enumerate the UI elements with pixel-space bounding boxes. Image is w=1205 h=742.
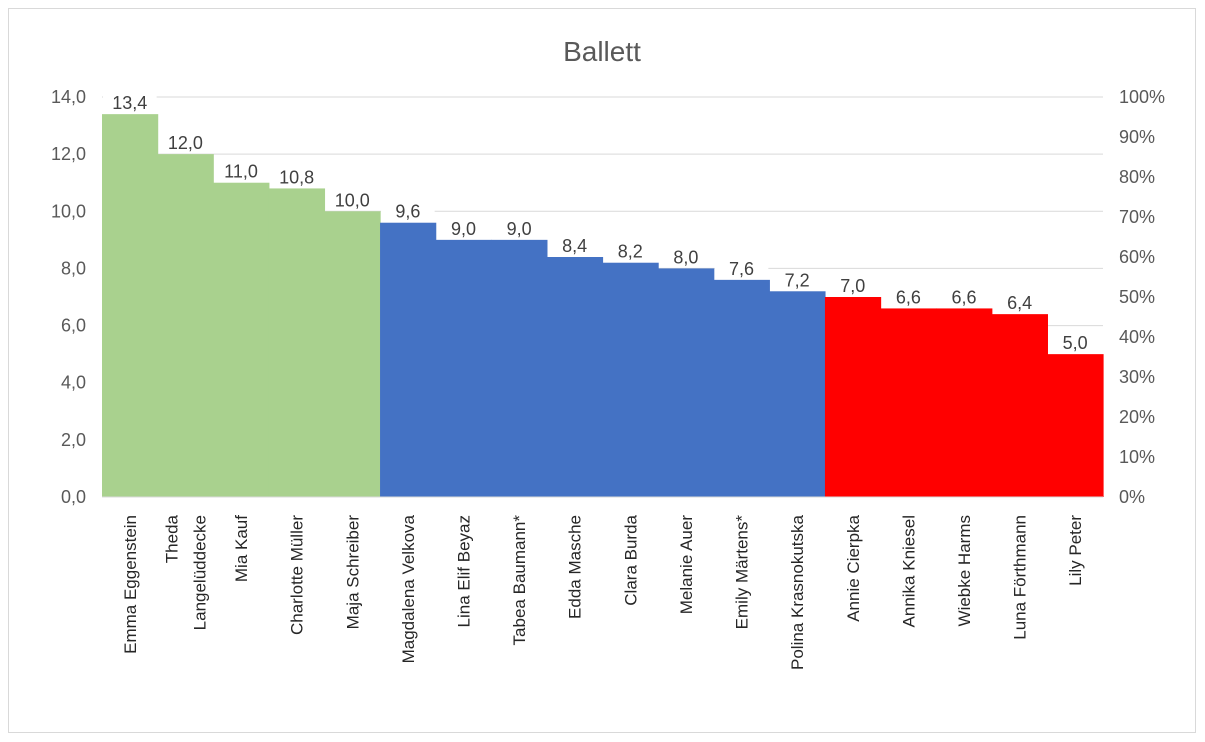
data-labels: 13,4 12,0 11,0 10,8 10,0 9,6 9,0 9,0 8,4 8,2 8,0 7,… (103, 92, 1102, 354)
bars (102, 114, 1104, 498)
data-label: 6,6 (896, 287, 921, 307)
data-label: 9,0 (507, 219, 532, 239)
bar (769, 291, 826, 497)
data-label-bg (603, 240, 658, 262)
x-tick-label: Annie Cierpka (844, 514, 863, 621)
x-tick-label: Annika Kniesel (899, 515, 918, 627)
y-tick-label: 0,0 (61, 487, 86, 507)
bar (546, 257, 604, 497)
data-label-bg (436, 217, 491, 239)
x-tick-label: Charlotte Müller (288, 515, 307, 635)
data-label: 7,0 (840, 276, 865, 296)
bar (936, 308, 993, 497)
x-tick-label: Tabea Baumann* (510, 515, 529, 646)
y2-tick-label: 90% (1119, 127, 1155, 147)
bar (213, 182, 270, 497)
bar (1047, 354, 1104, 497)
x-tick-label: Clara Burda (621, 514, 640, 605)
data-label-bg (103, 92, 157, 114)
x-tick-label: Lily Peter (1066, 515, 1085, 586)
x-tick-label: Luna Förthmann (1011, 515, 1030, 640)
data-label-bg (881, 286, 936, 308)
bar (157, 154, 214, 497)
x-tick-label: Wiebke Harms (955, 515, 974, 626)
y2-tick-label: 10% (1119, 447, 1155, 467)
data-label-bg (825, 275, 880, 296)
data-label: 8,0 (673, 247, 698, 267)
data-label: 7,2 (785, 270, 810, 290)
bar (824, 297, 882, 497)
y-tick-label: 8,0 (61, 258, 86, 278)
data-label-bg (547, 235, 602, 256)
data-label: 6,6 (951, 287, 976, 307)
bar (102, 114, 159, 498)
data-label-bg (381, 200, 435, 222)
y2-tick-label: 0% (1119, 487, 1145, 507)
y2-tick-label: 20% (1119, 407, 1155, 427)
bar (324, 211, 381, 498)
y2-tick-label: 40% (1119, 327, 1155, 347)
bar (880, 308, 937, 497)
y2-tick-label: 30% (1119, 367, 1155, 387)
data-label: 9,6 (395, 202, 420, 222)
bar (713, 279, 770, 497)
data-label: 7,6 (729, 259, 754, 279)
x-tick-label: Emily Märtens* (733, 515, 752, 630)
x-tick-label: Theda (162, 514, 181, 563)
bar (268, 188, 326, 497)
bar (435, 239, 492, 497)
bar (380, 222, 437, 497)
y2-tick-label: 50% (1119, 287, 1155, 307)
y-axis-right: 0% 10% 20% 30% 40% 50% 60% 70% 80% 90% 100% (1119, 87, 1165, 507)
x-tick-label: Langelüddecke (190, 515, 209, 630)
data-label-bg (714, 257, 769, 279)
data-label: 8,4 (562, 236, 587, 256)
y2-tick-label: 80% (1119, 167, 1155, 187)
data-label-bg (214, 160, 268, 182)
data-label: 6,4 (1007, 293, 1032, 313)
data-label: 8,2 (618, 242, 643, 262)
y-tick-label: 6,0 (61, 316, 86, 336)
x-tick-label: Mia Kauf (232, 515, 251, 582)
y2-tick-label: 70% (1119, 207, 1155, 227)
data-label-bg (770, 269, 824, 291)
data-label: 10,0 (335, 190, 370, 210)
data-label-bg (492, 217, 546, 239)
y-tick-label: 2,0 (61, 430, 86, 450)
data-label: 10,8 (279, 167, 314, 187)
data-label-bg (325, 189, 380, 211)
y-tick-label: 14,0 (51, 87, 86, 107)
bar (658, 268, 715, 497)
y-tick-label: 10,0 (51, 201, 86, 221)
data-label: 11,0 (224, 162, 258, 182)
chart-title: Ballett (563, 36, 641, 67)
data-label-bg (1048, 332, 1102, 354)
x-tick-label: Lina Elif Beyaz (454, 515, 473, 627)
x-tick-label: Emma Eggenstein (121, 515, 140, 654)
y-tick-label: 12,0 (51, 144, 86, 164)
data-label-bg (937, 286, 991, 308)
data-label: 9,0 (451, 219, 476, 239)
x-tick-label: Edda Masche (566, 515, 585, 619)
x-tick-label: Polina Krasnokutska (788, 514, 807, 670)
x-tick-label: Maja Schreiber (343, 515, 362, 630)
y2-tick-label: 100% (1119, 87, 1165, 107)
x-tick-label: Melanie Auer (677, 515, 696, 615)
data-label: 13,4 (112, 93, 147, 113)
data-label-bg (269, 166, 324, 188)
x-tick-label: Magdalena Velkova (399, 514, 418, 663)
y-axis-left: 0,0 2,0 4,0 6,0 8,0 10,0 12,0 14,0 (51, 87, 86, 507)
bar (602, 262, 659, 497)
data-label-bg (158, 132, 213, 154)
data-label: 5,0 (1063, 333, 1088, 353)
data-label-bg (992, 292, 1047, 314)
bar (491, 239, 548, 497)
bar (991, 314, 1048, 497)
x-axis: Emma Eggenstein Theda Langelüddecke Mia Kau… (102, 496, 1103, 670)
y2-tick-label: 60% (1119, 247, 1155, 267)
y-tick-label: 4,0 (61, 373, 86, 393)
data-label-bg (659, 246, 713, 268)
data-label: 12,0 (168, 133, 203, 153)
